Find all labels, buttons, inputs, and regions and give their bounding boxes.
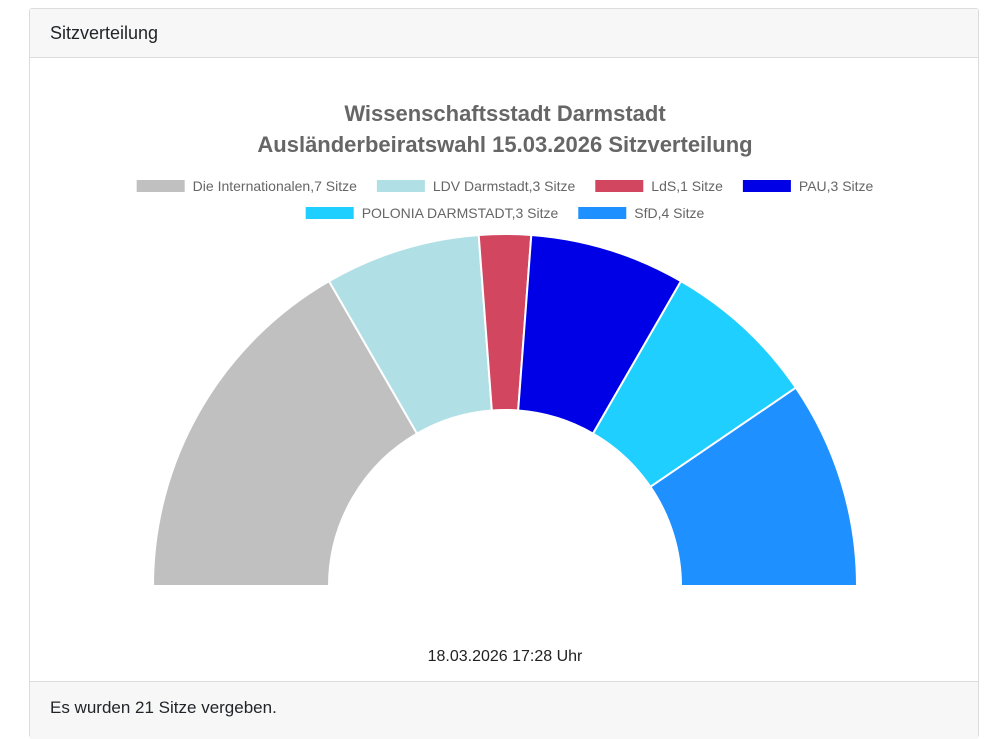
legend-swatch xyxy=(742,180,791,192)
chart-timestamp: 18.03.2026 17:28 Uhr xyxy=(428,648,583,665)
chart-title-line1: Wissenschaftsstadt Darmstadt xyxy=(344,101,666,126)
legend-item[interactable]: Die Internationalen,7 Sitze xyxy=(136,178,357,194)
chart-legend: Die Internationalen,7 Sitze LDV Darmstadt… xyxy=(136,178,874,221)
chart-area: Wissenschaftsstadt Darmstadt Ausländerbe… xyxy=(30,58,978,681)
card-footer: Es wurden 21 Sitze vergeben. xyxy=(30,681,978,739)
seat-distribution-card: Sitzverteilung Wissenschaftsstadt Darmst… xyxy=(29,8,979,739)
legend-swatch xyxy=(136,180,185,192)
legend-label: PAU,3 Sitze xyxy=(799,178,874,194)
chart-title-line2: Ausländerbeiratswahl 15.03.2026 Sitzvert… xyxy=(257,132,752,157)
legend-swatch xyxy=(305,207,354,219)
legend-item[interactable]: SfD,4 Sitze xyxy=(578,205,705,221)
legend-item[interactable]: PAU,3 Sitze xyxy=(742,178,874,194)
legend-item[interactable]: POLONIA DARMSTADT,3 Sitze xyxy=(305,205,559,221)
card-header: Sitzverteilung xyxy=(30,9,978,58)
legend-label: Die Internationalen,7 Sitze xyxy=(193,178,357,194)
legend-swatch xyxy=(578,207,627,219)
chart-slices xyxy=(151,232,859,587)
legend-label: POLONIA DARMSTADT,3 Sitze xyxy=(362,205,559,221)
legend-swatch xyxy=(376,180,425,192)
legend-label: SfD,4 Sitze xyxy=(634,205,704,221)
legend-swatch xyxy=(595,180,644,192)
legend-item[interactable]: LdS,1 Sitze xyxy=(595,178,723,194)
slice-die-internationalen[interactable] xyxy=(151,279,419,587)
legend-item[interactable]: LDV Darmstadt,3 Sitze xyxy=(376,178,576,194)
seat-distribution-chart: Wissenschaftsstadt Darmstadt Ausländerbe… xyxy=(136,101,874,665)
legend-label: LdS,1 Sitze xyxy=(651,178,723,194)
legend-label: LDV Darmstadt,3 Sitze xyxy=(433,178,576,194)
slice-sfd[interactable] xyxy=(649,386,859,587)
